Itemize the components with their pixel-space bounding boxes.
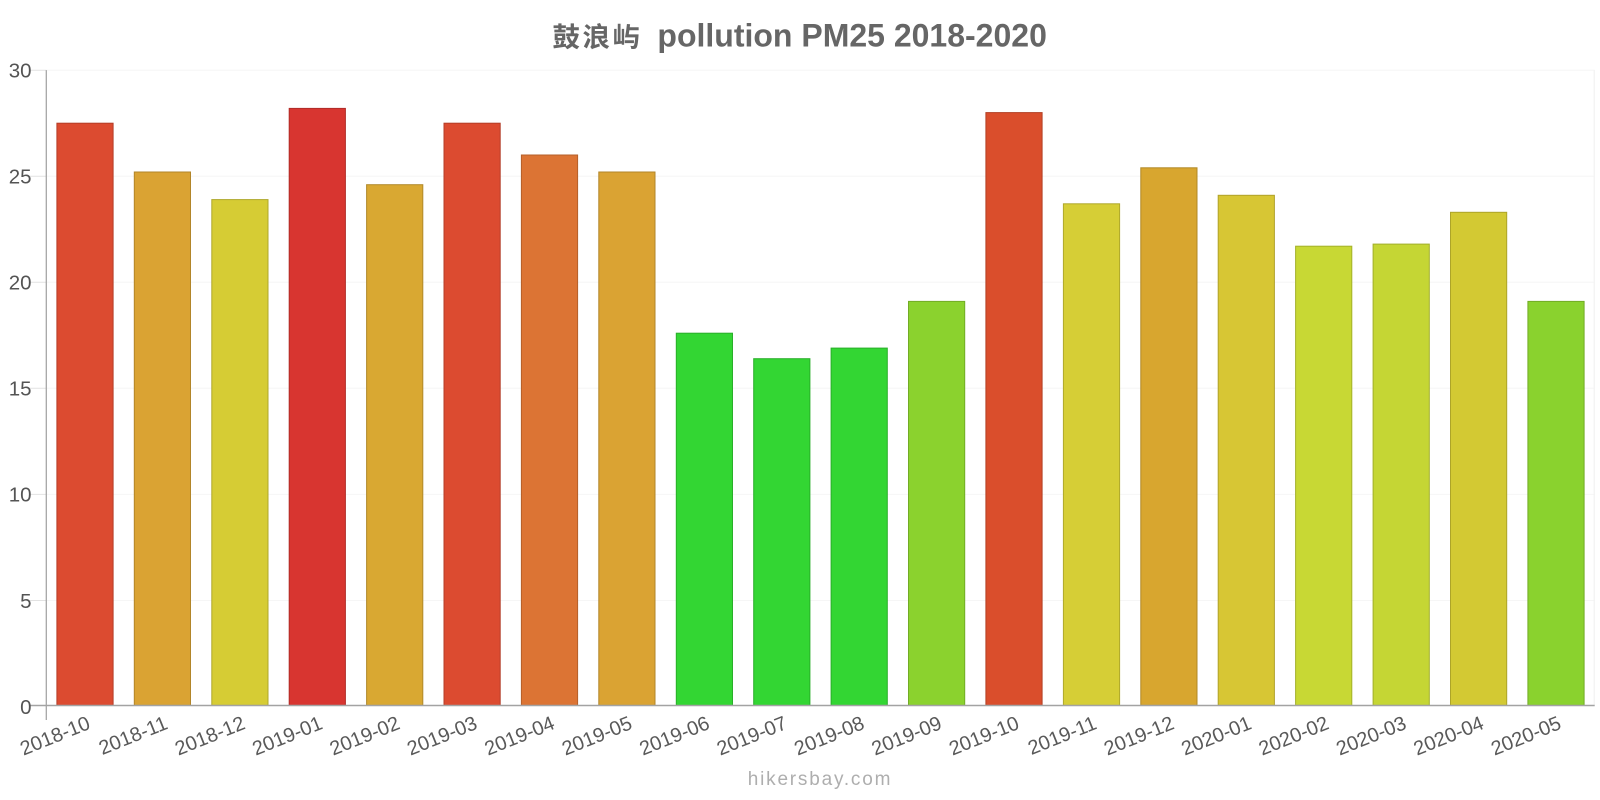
- svg-text:10: 10: [9, 484, 32, 507]
- svg-text:20: 20: [9, 272, 32, 295]
- svg-text:25: 25: [9, 166, 32, 189]
- svg-text:0: 0: [20, 696, 31, 719]
- svg-text:hikersbay.com: hikersbay.com: [748, 769, 892, 790]
- svg-text:pollution PM25 2018-2020: pollution PM25 2018-2020: [649, 18, 1047, 54]
- svg-text:5: 5: [20, 590, 31, 613]
- svg-text:15: 15: [9, 378, 32, 401]
- svg-text:30: 30: [9, 60, 32, 83]
